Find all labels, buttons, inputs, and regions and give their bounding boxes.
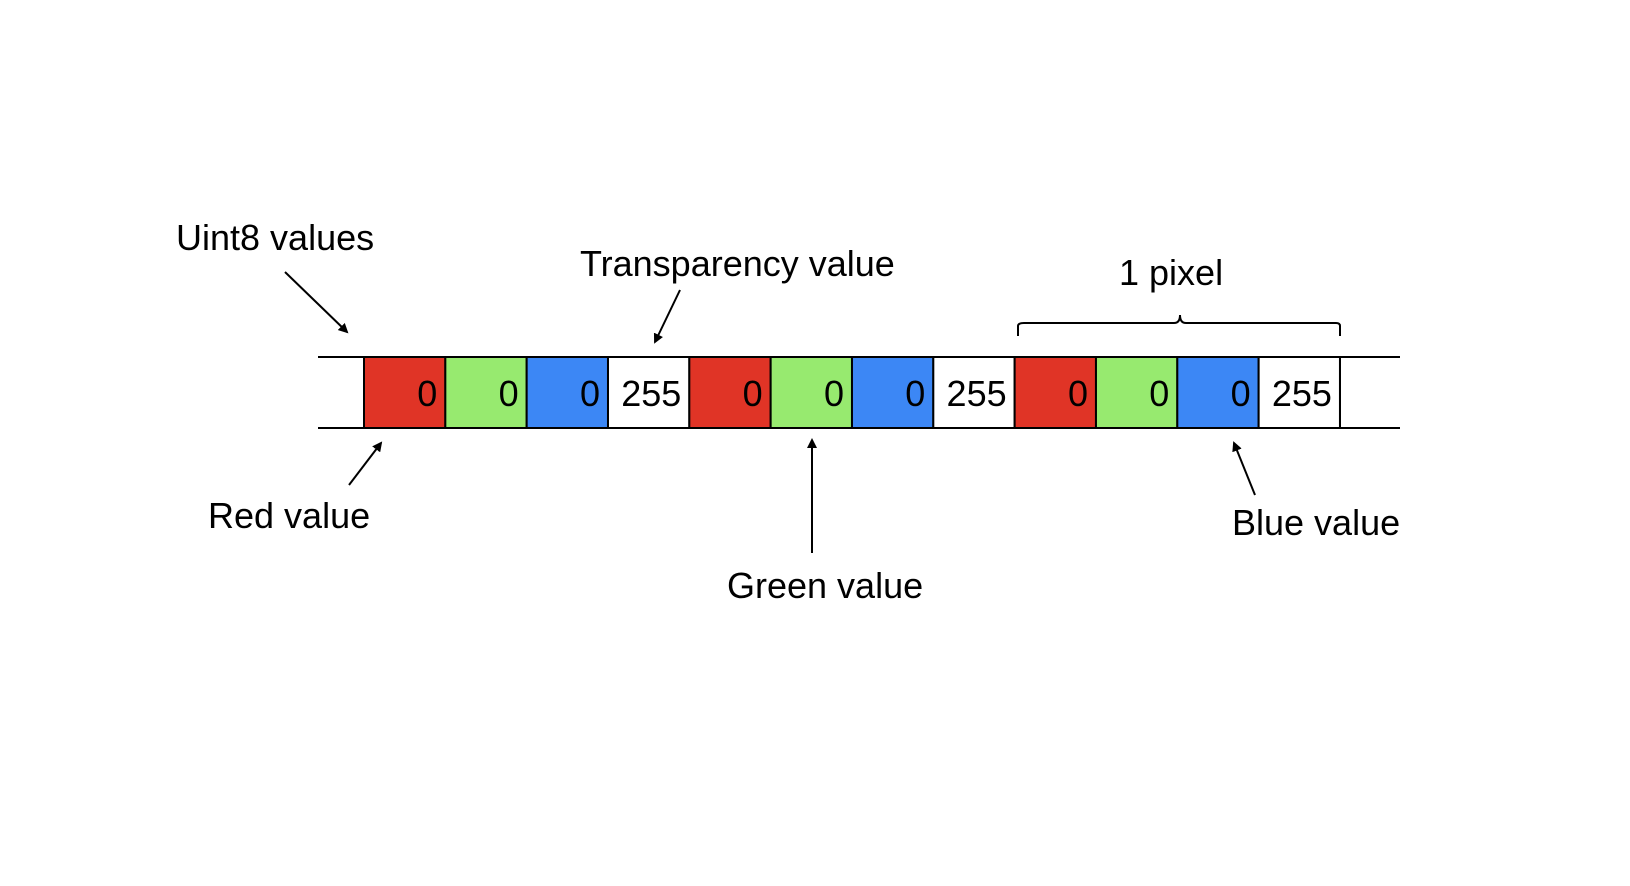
- byte-cell-blue: [525, 356, 609, 429]
- uint8-values-label: Uint8 values: [176, 217, 374, 258]
- byte-value-green: 0: [824, 373, 844, 414]
- byte-cell-green: [1094, 356, 1179, 429]
- byte-value-red: 0: [417, 373, 437, 414]
- byte-cell-green: [444, 356, 528, 429]
- byte-value-blue: 0: [580, 373, 600, 414]
- green-value-label: Green value: [727, 565, 923, 606]
- transparency-arrow: [653, 289, 681, 344]
- byte-value-green: 0: [499, 373, 519, 414]
- byte-cells: 0 0 0 255 0 0 0 255 0 0 0 255: [363, 356, 1341, 429]
- pixel-brace: [1017, 314, 1341, 336]
- byte-cell-blue: [1176, 356, 1260, 429]
- uint8-arrow: [284, 271, 349, 334]
- byte-value-alpha: 255: [621, 373, 681, 414]
- red-arrow: [348, 441, 383, 486]
- byte-cell-red: [1013, 356, 1097, 429]
- blue-value-label: Blue value: [1232, 502, 1400, 543]
- byte-cell-alpha: [606, 356, 691, 429]
- byte-value-alpha: 255: [1272, 373, 1332, 414]
- red-value-label: Red value: [208, 495, 370, 536]
- byte-value-alpha: 255: [947, 373, 1007, 414]
- byte-cell-red: [363, 356, 447, 429]
- byte-value-red: 0: [743, 373, 763, 414]
- transparency-value-label: Transparency value: [580, 243, 895, 284]
- byte-cell-alpha: [1257, 356, 1341, 429]
- byte-value-blue: 0: [1231, 373, 1251, 414]
- one-pixel-label: 1 pixel: [1119, 252, 1223, 293]
- byte-cell-green: [769, 356, 853, 429]
- byte-value-green: 0: [1149, 373, 1169, 414]
- byte-value-red: 0: [1068, 373, 1088, 414]
- byte-value-blue: 0: [905, 373, 925, 414]
- blue-arrow: [1232, 441, 1256, 496]
